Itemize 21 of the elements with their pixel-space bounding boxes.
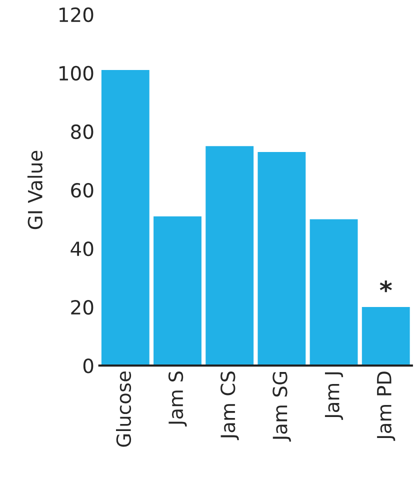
y-tick-label: 0 xyxy=(83,358,94,374)
bar xyxy=(101,70,150,366)
x-tick-label: Jam PD xyxy=(377,372,396,441)
y-tick-label: 60 xyxy=(71,182,94,198)
y-tick-label: 100 xyxy=(60,66,94,81)
x-tick-label: Jam SG xyxy=(272,372,291,442)
y-tick-label: 120 xyxy=(60,7,94,22)
bar xyxy=(362,307,410,366)
bar xyxy=(310,219,358,366)
y-tick-label: 40 xyxy=(70,241,94,256)
x-tick-label: Glucose xyxy=(116,371,132,447)
x-tick-label: Jam S xyxy=(168,372,187,427)
y-tick-label: 80 xyxy=(71,124,94,140)
x-tick-label: Jam CS xyxy=(220,372,239,440)
y-tick-label: 20 xyxy=(71,300,94,315)
bar xyxy=(206,146,254,366)
bar xyxy=(258,152,306,366)
x-tick-label: Jam J xyxy=(324,372,344,420)
y-axis-title: GI Value xyxy=(27,150,43,230)
bar xyxy=(154,216,202,366)
annotation: * xyxy=(380,280,392,292)
